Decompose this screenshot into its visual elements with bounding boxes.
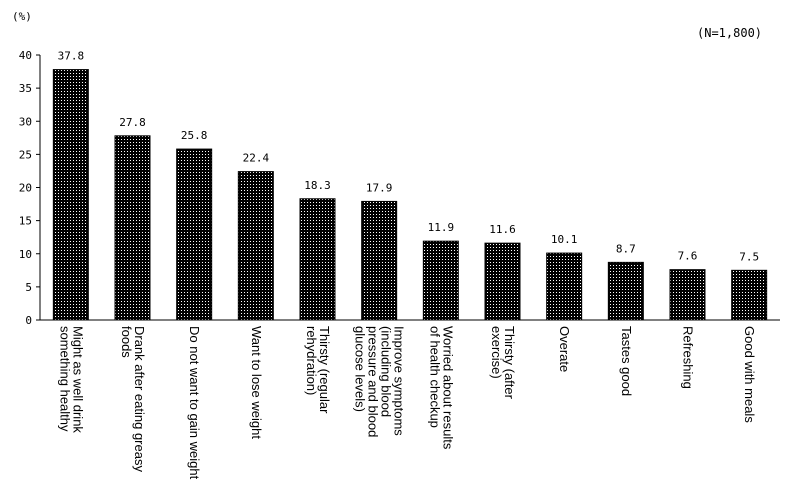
x-category-label-line: Might as well drink [70, 326, 85, 433]
x-category-label-line: Improve symptoms [392, 326, 407, 436]
bar-value-label: 8.7 [616, 242, 636, 255]
y-tick-label: 15 [19, 215, 32, 228]
bar [607, 261, 644, 321]
x-category-label-line: Good with meals [742, 326, 757, 423]
x-category-label-line: Thirsty (after [502, 326, 517, 400]
x-category-label-line: Worried about results [440, 326, 455, 450]
x-category-label-line: Refreshing [681, 326, 696, 389]
bar-value-label: 37.8 [58, 50, 85, 63]
x-category-label-line: Drank after eating greasy [132, 326, 147, 472]
bar [731, 269, 768, 321]
x-category-label: Improve symptoms(including bloodpressure… [353, 326, 407, 437]
y-tick-label: 5 [25, 281, 32, 294]
y-tick-label: 40 [19, 49, 32, 62]
bar [669, 269, 706, 321]
bar [114, 135, 151, 321]
bar [176, 148, 213, 321]
y-tick-label: 25 [19, 148, 32, 161]
x-category-label-line: of health checkup [427, 326, 442, 428]
bar-value-label: 25.8 [181, 129, 208, 142]
x-category-label: Do not want to gain weight [187, 326, 202, 480]
sample-size-label: (N=1,800) [697, 26, 762, 40]
bar [361, 200, 398, 321]
y-tick-label: 20 [19, 182, 32, 195]
bar-value-label: 11.6 [489, 223, 516, 236]
y-axis-unit-label: (%) [12, 10, 32, 23]
y-tick-label: 35 [19, 82, 32, 95]
bar [299, 198, 336, 321]
x-category-label-line: Overate [557, 326, 572, 372]
y-tick-label: 10 [19, 248, 32, 261]
x-category-label: Refreshing [681, 326, 696, 389]
x-category-label-line: pressure and blood [366, 326, 381, 437]
x-category-label-line: Tastes good [619, 326, 634, 396]
bar-value-label: 11.9 [428, 221, 455, 234]
x-category-label-line: exercise) [489, 326, 504, 379]
x-category-label-line: Thirsty (regular [317, 326, 332, 414]
x-category-label-line: something healthy [57, 326, 72, 432]
bar-value-label: 7.6 [678, 250, 698, 263]
y-tick-label: 0 [25, 314, 32, 327]
bar-value-label: 22.4 [243, 152, 270, 165]
x-category-label-line: Want to lose weight [249, 326, 264, 439]
x-category-label: Good with meals [742, 326, 757, 423]
x-category-label: Want to lose weight [249, 326, 264, 439]
y-tick-label: 30 [19, 115, 32, 128]
x-category-label-line: (including blood [379, 326, 394, 417]
bars: 37.8 27.8 25.8 22.4 18.3 17.9 11.9 11.6 10.1 8.7 7… [52, 50, 768, 321]
x-category-label-line: glucose levels) [353, 326, 368, 412]
bar-value-label: 17.9 [366, 181, 393, 194]
x-category-label: Tastes good [619, 326, 634, 396]
bar-value-label: 10.1 [551, 233, 578, 246]
bar [546, 252, 583, 321]
x-category-label-line: foods [119, 326, 134, 358]
bar-value-label: 18.3 [304, 179, 331, 192]
bar [422, 240, 459, 321]
bar [237, 171, 274, 321]
bar [52, 69, 89, 321]
bar-value-label: 27.8 [119, 116, 146, 129]
x-category-label: Overate [557, 326, 572, 372]
x-category-label-line: Do not want to gain weight [187, 326, 202, 480]
x-category-label-line: rehydration) [304, 326, 319, 395]
bar [484, 242, 521, 321]
bar-value-label: 7.5 [739, 250, 759, 263]
y-axis: 0 5 10 15 20 25 30 35 40 [19, 49, 41, 327]
